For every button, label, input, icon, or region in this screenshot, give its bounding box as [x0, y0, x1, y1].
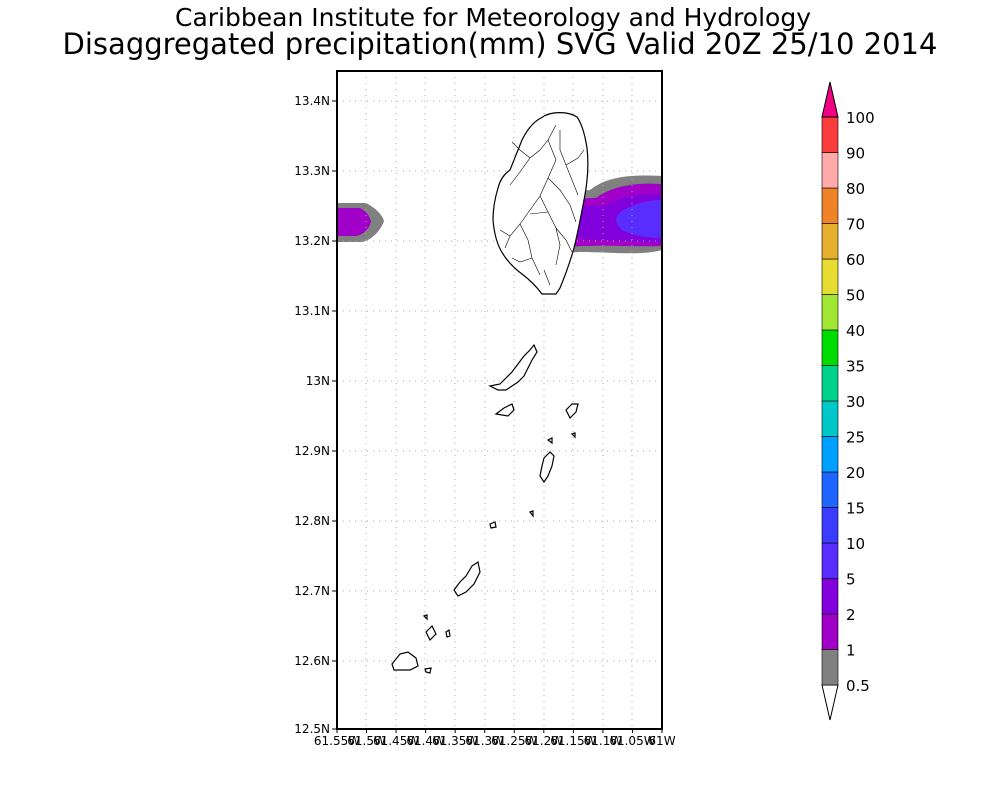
island-carriacou — [391, 651, 419, 671]
colorbar-level-label: 2 — [846, 606, 856, 624]
lat-tick-label: 13.2N — [294, 234, 330, 248]
colorbar-level-label: 90 — [846, 145, 865, 163]
precip-contour-1-west — [337, 208, 371, 236]
colorbar-level-label: 5 — [846, 571, 856, 589]
island-small-3 — [546, 437, 553, 445]
island-bequia — [488, 343, 538, 391]
lat-tick-label: 13N — [306, 374, 330, 388]
colorbar-segment — [821, 649, 839, 686]
colorbar-level-label: 50 — [846, 287, 865, 305]
lon-tick-label: 61.15W — [550, 734, 596, 748]
colorbar-segment — [821, 294, 839, 331]
colorbar-level-label: 60 — [846, 251, 865, 269]
colorbar-level-label: 30 — [846, 393, 865, 411]
colorbar-segment — [821, 507, 839, 544]
colorbar-segment — [821, 542, 839, 579]
precip-contour-5-east — [616, 200, 662, 238]
colorbar-segment — [821, 400, 839, 437]
island-small-6 — [422, 614, 428, 621]
lat-tick-label: 13.4N — [294, 94, 330, 108]
colorbar-level-label: 20 — [846, 464, 865, 482]
island-small-5 — [570, 432, 576, 439]
lat-tick-label: 12.6N — [294, 654, 330, 668]
colorbar-level-label: 80 — [846, 180, 865, 198]
colorbar-segment — [821, 436, 839, 473]
island-canouan — [539, 451, 555, 484]
colorbar-segment — [821, 152, 839, 189]
colorbar-segment — [821, 365, 839, 402]
lon-tick-label: 61.05W — [609, 734, 655, 748]
map-axes: 13.4N 13.3N 13.2N 13.1N 13N 12.9N 12.8N 12.7N 12… — [294, 94, 675, 748]
island-mayreau — [489, 521, 497, 529]
lon-tick-label: 61W — [648, 734, 675, 748]
colorbar-segment — [821, 187, 839, 224]
lat-tick-label: 12.9N — [294, 444, 330, 458]
lon-tick-label: 61.55W — [314, 734, 360, 748]
colorbar-level-label: 15 — [846, 500, 865, 518]
map-frame — [336, 70, 663, 730]
lon-tick-label: 61.3W — [465, 734, 504, 748]
map-title-product: Disaggregated precipitation(mm) SVG Vali… — [62, 27, 938, 61]
island-saint-vincent-drainage — [499, 124, 585, 286]
lat-tick-label: 13.3N — [294, 164, 330, 178]
colorbar-segment — [821, 613, 839, 650]
island-mustique — [565, 403, 579, 420]
colorbar-segment — [821, 329, 839, 366]
colorbar-segment — [821, 471, 839, 508]
colorbar-level-label: 70 — [846, 216, 865, 234]
island-small-4 — [529, 510, 534, 518]
lon-tick-label: 61.1W — [584, 734, 623, 748]
colorbar-level-label: 25 — [846, 429, 865, 447]
colorbar-level-label: 35 — [846, 358, 865, 376]
lat-tick-label: 13.1N — [294, 304, 330, 318]
colorbar-level-label: 100 — [846, 109, 875, 127]
island-petit-martinique — [425, 624, 437, 642]
lon-tick-label: 61.25W — [491, 734, 537, 748]
lon-tick-label: 61.35W — [432, 734, 478, 748]
map-gridlines — [337, 71, 662, 729]
island-saint-vincent — [492, 112, 589, 295]
island-bequia-south — [494, 403, 515, 417]
colorbar-level-label: 1 — [846, 642, 856, 660]
colorbar-arrow-high — [821, 81, 839, 118]
lat-tick-label: 12.5N — [294, 722, 330, 736]
colorbar-segment — [821, 578, 839, 615]
lon-tick-label: 61.45W — [373, 734, 419, 748]
lon-tick-label: 61.5W — [347, 734, 386, 748]
island-small-1 — [424, 667, 432, 674]
colorbar-segment — [821, 258, 839, 295]
colorbar-segment — [821, 223, 839, 260]
map-title-institute: Caribbean Institute for Meteorology and … — [175, 3, 811, 32]
lat-tick-label: 12.8N — [294, 514, 330, 528]
island-union — [453, 561, 481, 597]
lat-tick-label: 12.7N — [294, 584, 330, 598]
colorbar-level-label: 0.5 — [846, 677, 870, 695]
island-small-2 — [445, 628, 451, 638]
lon-tick-label: 61.4W — [406, 734, 445, 748]
colorbar-arrow-low — [821, 684, 839, 721]
lon-tick-label: 61.2W — [525, 734, 564, 748]
coastlines — [391, 112, 589, 674]
colorbar-level-label: 10 — [846, 535, 865, 553]
colorbar-segment — [821, 116, 839, 153]
colorbar-level-label: 40 — [846, 322, 865, 340]
